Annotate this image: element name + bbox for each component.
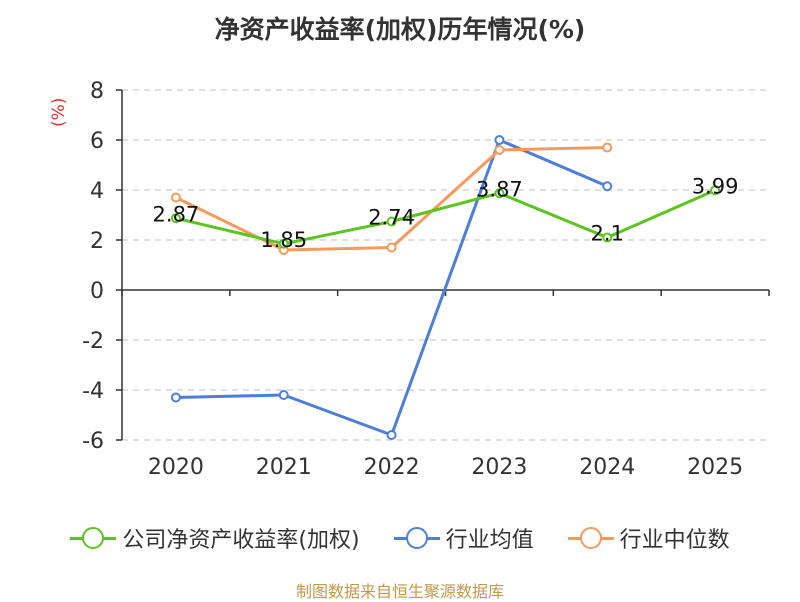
chart-legend: 公司净资产收益率(加权) 行业均值 行业中位数	[0, 520, 800, 556]
x-tick-label: 2020	[148, 455, 204, 480]
y-tick-label: -6	[82, 429, 104, 454]
y-tick-label: 4	[90, 179, 104, 204]
legend-marker-company-icon	[70, 526, 117, 550]
data-point-marker	[602, 232, 613, 243]
data-point-marker	[710, 185, 721, 196]
data-label: 1.85	[260, 228, 307, 252]
x-tick-label: 2022	[364, 455, 420, 480]
chart-title: 净资产收益率(加权)历年情况(%)	[214, 15, 586, 44]
data-point-marker	[602, 142, 613, 153]
data-label: 3.99	[692, 174, 739, 198]
y-tick-label: 6	[90, 129, 104, 154]
series-line-1	[175, 138, 608, 437]
legend-item-company[interactable]: 公司净资产收益率(加权)	[70, 522, 360, 554]
data-label: 3.87	[476, 177, 523, 201]
x-tick-label: 2021	[256, 455, 312, 480]
legend-marker-industry-mean-icon	[393, 526, 440, 550]
data-label: 2.87	[153, 202, 200, 226]
data-point-marker	[386, 430, 397, 440]
data-point-marker	[602, 181, 613, 192]
y-tick-label: 8	[90, 79, 104, 104]
y-tick-label: 2	[90, 229, 104, 254]
data-point-marker	[494, 145, 505, 155]
x-tick-label: 2024	[579, 455, 635, 480]
legend-marker-industry-median-icon	[567, 526, 614, 550]
data-source-note: 制图数据来自恒生聚源数据库	[295, 582, 504, 601]
y-tick-label: -4	[82, 379, 104, 404]
data-point-marker	[386, 216, 397, 227]
data-point-marker	[278, 390, 289, 400]
x-tick-label: 2023	[471, 455, 527, 480]
legend-label-industry-median: 行业中位数	[619, 528, 730, 553]
legend-label-industry-mean: 行业均值	[445, 528, 534, 553]
series-line-0	[175, 188, 716, 246]
y-tick-label: -2	[82, 329, 104, 354]
data-label: 2.74	[368, 206, 415, 230]
data-point-marker	[170, 213, 181, 224]
legend-item-industry-median[interactable]: 行业中位数	[567, 522, 730, 554]
data-point-marker	[494, 188, 505, 199]
x-tick-label: 2025	[687, 455, 743, 480]
data-point-marker	[170, 392, 181, 403]
legend-label-company: 公司净资产收益率(加权)	[122, 528, 360, 553]
y-tick-label: 0	[90, 279, 104, 304]
data-point-marker	[170, 192, 181, 203]
legend-item-industry-mean[interactable]: 行业均值	[393, 522, 534, 554]
data-label: 2.1	[591, 222, 624, 246]
data-point-marker	[386, 242, 397, 253]
data-point-marker	[278, 238, 289, 249]
data-point-marker	[494, 135, 505, 145]
